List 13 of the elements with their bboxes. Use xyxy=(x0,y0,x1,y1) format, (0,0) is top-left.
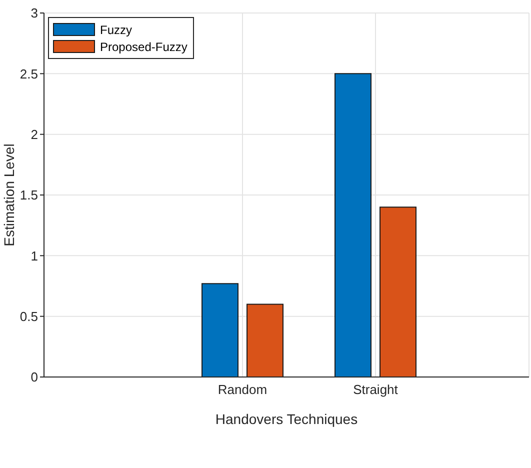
legend-label: Proposed-Fuzzy xyxy=(100,40,188,54)
y-tick-label: 1 xyxy=(30,248,38,264)
x-tick-label: Straight xyxy=(353,382,398,398)
y-tick-label: 0.5 xyxy=(20,308,38,324)
y-axis-title: Estimation Level xyxy=(0,144,17,246)
y-tick-label: 2 xyxy=(30,126,38,142)
y-tick-label: 3 xyxy=(30,6,38,21)
x-axis-title: Handovers Techniques xyxy=(215,411,358,427)
y-tick-label: 1.5 xyxy=(20,188,38,203)
legend-label: Fuzzy xyxy=(100,22,132,36)
y-tick-label: 2.5 xyxy=(20,66,38,82)
y-tick-label: 0 xyxy=(30,370,38,385)
x-tick-label: Random xyxy=(218,382,268,398)
